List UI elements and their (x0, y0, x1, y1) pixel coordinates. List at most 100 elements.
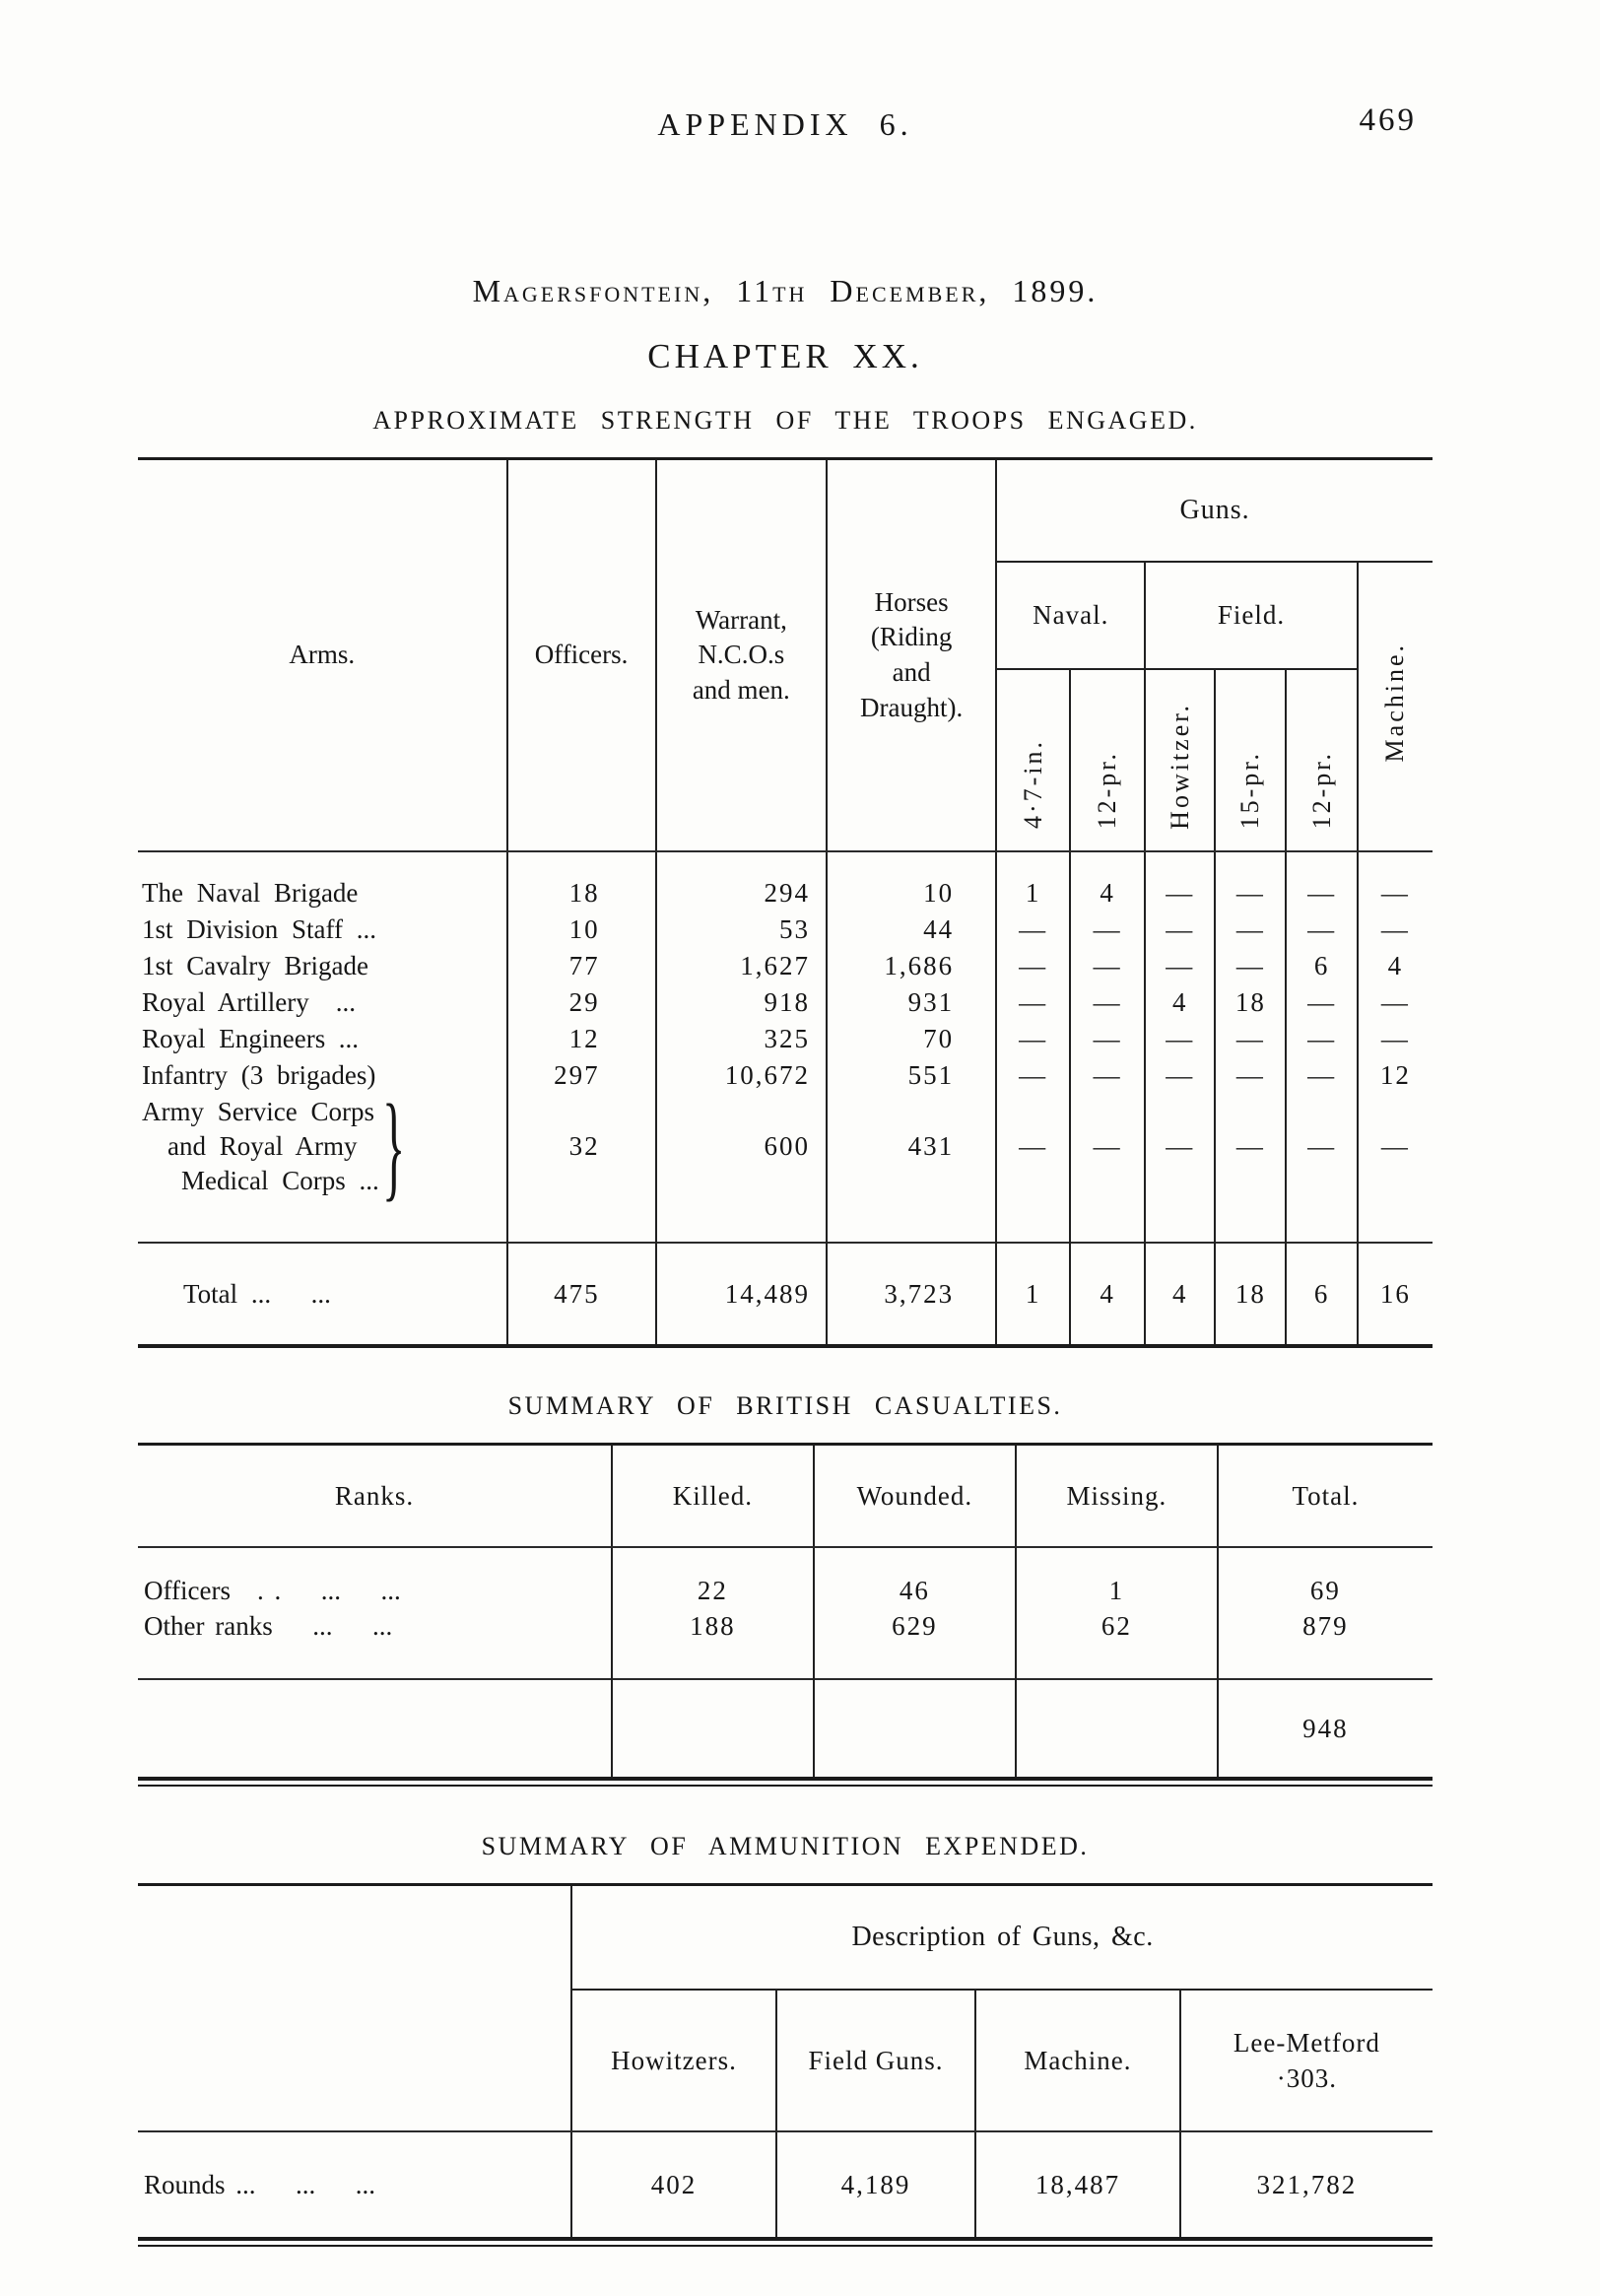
empty-cell (138, 1678, 612, 1779)
gun-12pr-field-value: — (1285, 851, 1358, 912)
gun-47in-value: 1 (995, 851, 1071, 912)
ammunition-table: Description of Guns, &c. Howitzers. Fiel… (138, 1883, 1433, 2241)
gun-machine-value: — (1356, 1021, 1433, 1057)
arm-label: Infantry (3 brigades) (142, 1060, 376, 1090)
col-header-15pr: 15-pr. (1214, 669, 1287, 852)
rounds-label: Rounds ... ... ... (144, 2169, 376, 2199)
strength-row: 1st Cavalry Brigade 77 1,627 1,686 — — —… (138, 948, 1433, 984)
horses-value: 931 (826, 984, 997, 1021)
ammunition-table-wrap: Description of Guns, &c. Howitzers. Fiel… (138, 1883, 1433, 2247)
col-header-warrant: Warrant, N.C.O.s and men. (654, 458, 828, 852)
gun-12pr-naval-value: — (1069, 984, 1146, 1021)
casualties-table-wrap: Ranks. Killed. Wounded. Missing. Total. … (138, 1443, 1433, 1787)
casualties-table: Ranks. Killed. Wounded. Missing. Total. … (138, 1443, 1433, 1781)
gun-howitzer-value: — (1144, 851, 1216, 912)
horses-value: 431 (826, 1094, 997, 1243)
strength-row: Royal Artillery ... 29 918 931 — — 4 18 … (138, 984, 1433, 1021)
rank-label: Other ranks ... ... (144, 1611, 393, 1641)
strength-row: The Naval Brigade 18 294 10 1 4 — — — — (138, 851, 1433, 912)
gun-47in-value: — (995, 1021, 1071, 1057)
wounded-value: 46 (812, 1547, 1016, 1608)
col-header-howitzer: Howitzer. (1144, 669, 1216, 852)
gun-15pr-value: — (1214, 851, 1287, 912)
strength-row: Infantry (3 brigades) 297 10,672 551 — —… (138, 1057, 1433, 1094)
gun-12pr-naval-value: — (1069, 1057, 1146, 1094)
howitzer-vertical-label: Howitzer. (1165, 702, 1194, 830)
gun-15pr-value: — (1214, 1057, 1287, 1094)
gun-12pr-field-value: — (1285, 1021, 1358, 1057)
gun-12pr-field-value: — (1285, 1094, 1358, 1243)
col-header-arms: Arms. (138, 458, 507, 852)
arm-label: The Naval Brigade (142, 878, 359, 908)
strength-row: 1st Division Staff ... 10 53 44 — — — — … (138, 912, 1433, 948)
warrant-total: 14,489 (654, 1242, 828, 1346)
col-header-wounded: Wounded. (812, 1444, 1016, 1548)
gun-howitzer-value: 4 (1144, 984, 1216, 1021)
gun-12pr-field-value: — (1285, 912, 1358, 948)
warrant-value: 325 (654, 1021, 828, 1057)
wounded-value: 629 (812, 1608, 1016, 1679)
warrant-value: 918 (654, 984, 828, 1021)
strength-row-army-service-corps: Army Service Corps and Royal Army Medica… (138, 1087, 1433, 1243)
ammunition-heading: SUMMARY OF AMMUNITION EXPENDED. (481, 1832, 1090, 1860)
casualties-grand-total-row: 948 (138, 1678, 1433, 1779)
col-header-machine: Machine. (974, 1990, 1180, 2132)
col-header-horses: Horses (Riding and Draught). (826, 458, 997, 852)
col-header-guns: Guns. (995, 458, 1433, 563)
arm-label: 1st Cavalry Brigade (142, 951, 368, 980)
casualties-header-row: Ranks. Killed. Wounded. Missing. Total. (138, 1444, 1433, 1548)
officers-total: 475 (505, 1242, 656, 1346)
field-guns-rounds: 4,189 (774, 2131, 976, 2239)
gun-machine-value: — (1356, 984, 1433, 1021)
warrant-value: 1,627 (654, 948, 828, 984)
col-header-total: Total. (1216, 1444, 1433, 1548)
gun-15pr-value: 18 (1214, 984, 1287, 1021)
gun-machine-value: 4 (1356, 948, 1433, 984)
gun-15pr-value: — (1214, 912, 1287, 948)
col-header-officers: Officers. (505, 458, 656, 852)
horses-value: 1,686 (826, 948, 997, 984)
col-header-naval: Naval. (995, 562, 1146, 670)
gun-12pr-field-value: — (1285, 984, 1358, 1021)
gun-15pr-value: — (1214, 1021, 1287, 1057)
lee-metford-rounds: 321,782 (1178, 2131, 1433, 2239)
gun-15pr-value: — (1214, 948, 1287, 984)
warrant-value: 10,672 (654, 1057, 828, 1094)
col-header-47in: 4·7-in. (995, 669, 1071, 852)
gun-12pr-field-value: — (1285, 1057, 1358, 1094)
arm-label: 1st Division Staff ... (142, 914, 377, 944)
col-header-12pr-field: 12-pr. (1285, 669, 1358, 852)
gun-12pr-naval-value: — (1069, 912, 1146, 948)
casualties-heading: SUMMARY OF BRITISH CASUALTIES. (507, 1391, 1063, 1420)
ammo-rounds-row: Rounds ... ... ... 402 4,189 18,487 321,… (138, 2131, 1433, 2239)
gun-howitzer-total: 4 (1144, 1242, 1216, 1346)
officers-value: 77 (505, 948, 656, 984)
asc-line: Medical Corps ... (181, 1166, 379, 1195)
gun-howitzer-value: — (1144, 1094, 1216, 1243)
machine-rounds: 18,487 (974, 2131, 1180, 2239)
missing-value: 62 (1014, 1608, 1218, 1679)
machine-vertical-label: Machine. (1380, 642, 1410, 763)
page-header: APPENDIX 6. 469 (138, 0, 1433, 143)
horses-value: 10 (826, 851, 997, 912)
officers-value: 12 (505, 1021, 656, 1057)
officers-value: 29 (505, 984, 656, 1021)
gun-47in-total: 1 (995, 1242, 1071, 1346)
47in-vertical-label: 4·7-in. (1018, 739, 1047, 830)
15pr-vertical-label: 15-pr. (1235, 750, 1265, 830)
gun-47in-value: — (995, 1094, 1071, 1243)
empty-cell (610, 1678, 814, 1779)
gun-47in-value: — (995, 948, 1071, 984)
ammo-header-row-1: Description of Guns, &c. (138, 1884, 1433, 2132)
gun-machine-value: 12 (1356, 1057, 1433, 1094)
gun-howitzer-value: — (1144, 1021, 1216, 1057)
asc-line: and Royal Army (167, 1131, 358, 1161)
col-header-missing: Missing. (1014, 1444, 1218, 1548)
howitzers-rounds: 402 (570, 2131, 776, 2239)
col-header-field-guns: Field Guns. (774, 1990, 976, 2132)
strength-header-row-2: Naval. Field. Machine. (138, 562, 1433, 852)
horses-total: 3,723 (826, 1242, 997, 1346)
gun-12pr-naval-value: — (1069, 948, 1146, 984)
gun-howitzer-value: — (1144, 948, 1216, 984)
gun-47in-value: — (995, 984, 1071, 1021)
